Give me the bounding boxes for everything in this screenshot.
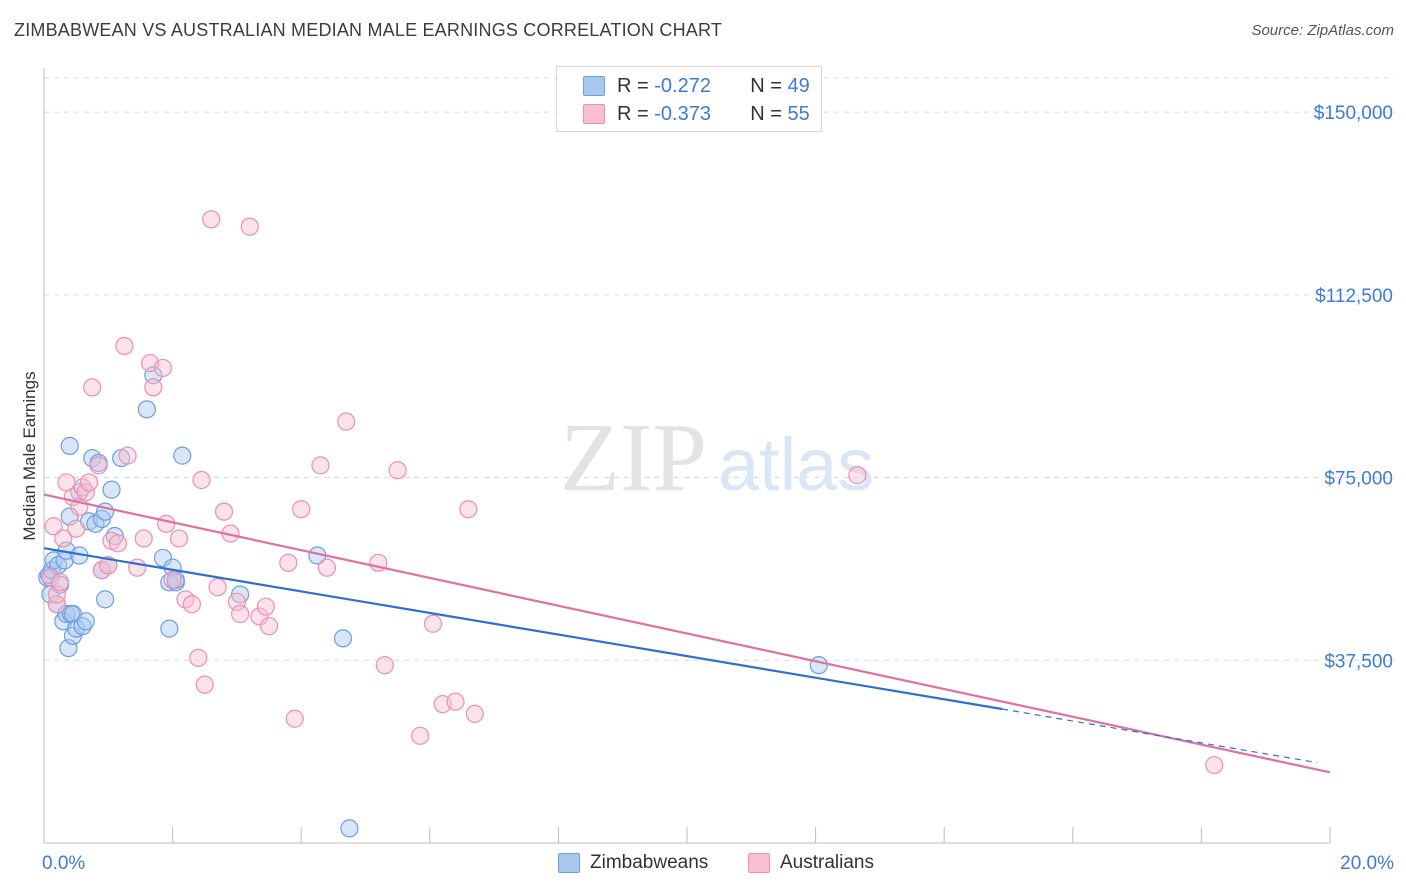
- australian-point: [375, 656, 394, 675]
- bottom-legend-label: Zimbabweans: [590, 852, 709, 873]
- australian-point: [144, 378, 163, 397]
- australian-point: [50, 573, 70, 592]
- zimbabwean-point: [76, 612, 95, 631]
- australians-trend-line: [43, 493, 1331, 774]
- australian-point: [134, 529, 153, 548]
- australian-point: [459, 500, 478, 519]
- legend-swatch-pink: [583, 104, 605, 124]
- zimbabwean-point: [102, 480, 121, 499]
- australian-point: [67, 519, 86, 538]
- australian-point: [83, 378, 102, 397]
- source-label: Source: ZipAtlas.com: [1251, 22, 1394, 39]
- zimbabwean-point: [153, 548, 173, 568]
- australian-point: [337, 412, 356, 431]
- australian-point: [115, 336, 134, 356]
- bottom-legend-zimbabweans: Zimbabweans: [558, 852, 708, 874]
- australian-point: [292, 500, 311, 519]
- australian-point: [202, 210, 221, 229]
- legend-r-label: R =: [617, 102, 649, 125]
- australian-point: [157, 514, 176, 533]
- tick-labels: $37,500 $75,000 $112,500 $150,000 0.0% 20.0%: [42, 103, 1394, 874]
- watermark-atlas: atlas: [718, 423, 874, 506]
- australian-point: [285, 709, 304, 728]
- australian-point: [240, 217, 259, 236]
- australian-point: [388, 461, 407, 480]
- australian-point: [47, 595, 66, 614]
- australian-point: [411, 726, 430, 745]
- australian-point: [208, 578, 227, 597]
- zimbabwean-point: [137, 400, 156, 419]
- zimbabwean-point: [95, 590, 115, 609]
- australian-point: [250, 607, 269, 626]
- legend-n-value: 49: [787, 74, 810, 97]
- australian-point: [317, 558, 337, 577]
- legend-row-zimbabweans: R = -0.272 N = 49: [557, 71, 810, 101]
- zimbabwean-point: [809, 656, 828, 675]
- australian-point: [259, 617, 279, 636]
- australian-point: [446, 692, 465, 711]
- australian-point: [182, 595, 201, 614]
- legend-n-value: 55: [787, 102, 810, 125]
- bottom-legend-label: Australians: [780, 852, 874, 873]
- australian-point: [163, 570, 182, 589]
- zimbabwean-point: [173, 446, 192, 465]
- zimbabwean-point: [60, 436, 79, 455]
- australian-point: [169, 529, 189, 548]
- zimbabwean-point: [57, 604, 76, 624]
- australian-point: [279, 553, 298, 572]
- legend-n-label: N =: [750, 102, 782, 125]
- australian-point: [311, 456, 330, 475]
- bottom-legend-australians: Australians: [748, 852, 874, 874]
- australian-point: [214, 502, 234, 521]
- axes: [43, 68, 1331, 844]
- zimbabwean-point: [333, 629, 353, 648]
- australian-point: [99, 556, 118, 575]
- chart-title: ZIMBABWEAN VS AUSTRALIAN MEDIAN MALE EAR…: [14, 20, 723, 40]
- data-points: [38, 210, 1224, 838]
- grid-lines: [44, 77, 1395, 661]
- australian-point: [54, 529, 73, 548]
- legend-n-label: N =: [750, 74, 782, 97]
- australian-point: [153, 358, 173, 378]
- legend-r-value: -0.373: [654, 102, 711, 125]
- australian-point: [108, 534, 128, 553]
- bottom-legend-swatch-blue: [558, 853, 580, 873]
- legend-row-australians: R = -0.373 N = 55: [557, 99, 810, 129]
- zimbabweans-trend-line: [43, 547, 1003, 711]
- australian-point: [189, 648, 208, 667]
- zimbabwean-point: [340, 819, 359, 838]
- trend-lines: [43, 493, 1331, 774]
- australian-point: [1205, 755, 1224, 775]
- zimbabwean-point: [73, 617, 92, 636]
- bottom-legend-swatch-pink: [748, 853, 770, 873]
- australian-point: [195, 675, 214, 694]
- zimbabwean-point: [160, 619, 179, 638]
- legend-box: R = -0.272 N = 49 R = -0.373 N = 55: [556, 66, 822, 132]
- x-tick-label-max: 20.0%: [1340, 853, 1394, 874]
- australian-point: [76, 483, 95, 502]
- zimbabweans-trend-extension: [1001, 708, 1318, 764]
- y-tick-label: $75,000: [1324, 469, 1393, 490]
- australian-point: [465, 704, 484, 723]
- y-tick-label: $37,500: [1324, 651, 1393, 672]
- legend-r-value: -0.272: [654, 74, 711, 97]
- legend-r-label: R =: [617, 74, 649, 97]
- watermark-zip: ZIP: [560, 404, 707, 512]
- australian-point: [44, 517, 63, 536]
- australian-point: [89, 456, 108, 475]
- australian-point: [848, 466, 867, 485]
- australian-point: [41, 568, 60, 587]
- australian-point: [118, 446, 137, 465]
- australian-point: [423, 614, 443, 633]
- x-tick-label-min: 0.0%: [42, 853, 85, 874]
- legend-swatch-blue: [583, 76, 605, 96]
- australian-point: [256, 597, 275, 616]
- australian-point: [192, 470, 211, 490]
- y-tick-label: $112,500: [1315, 286, 1393, 307]
- y-tick-label: $150,000: [1314, 103, 1393, 124]
- australian-point: [79, 473, 99, 492]
- australian-point: [231, 604, 250, 624]
